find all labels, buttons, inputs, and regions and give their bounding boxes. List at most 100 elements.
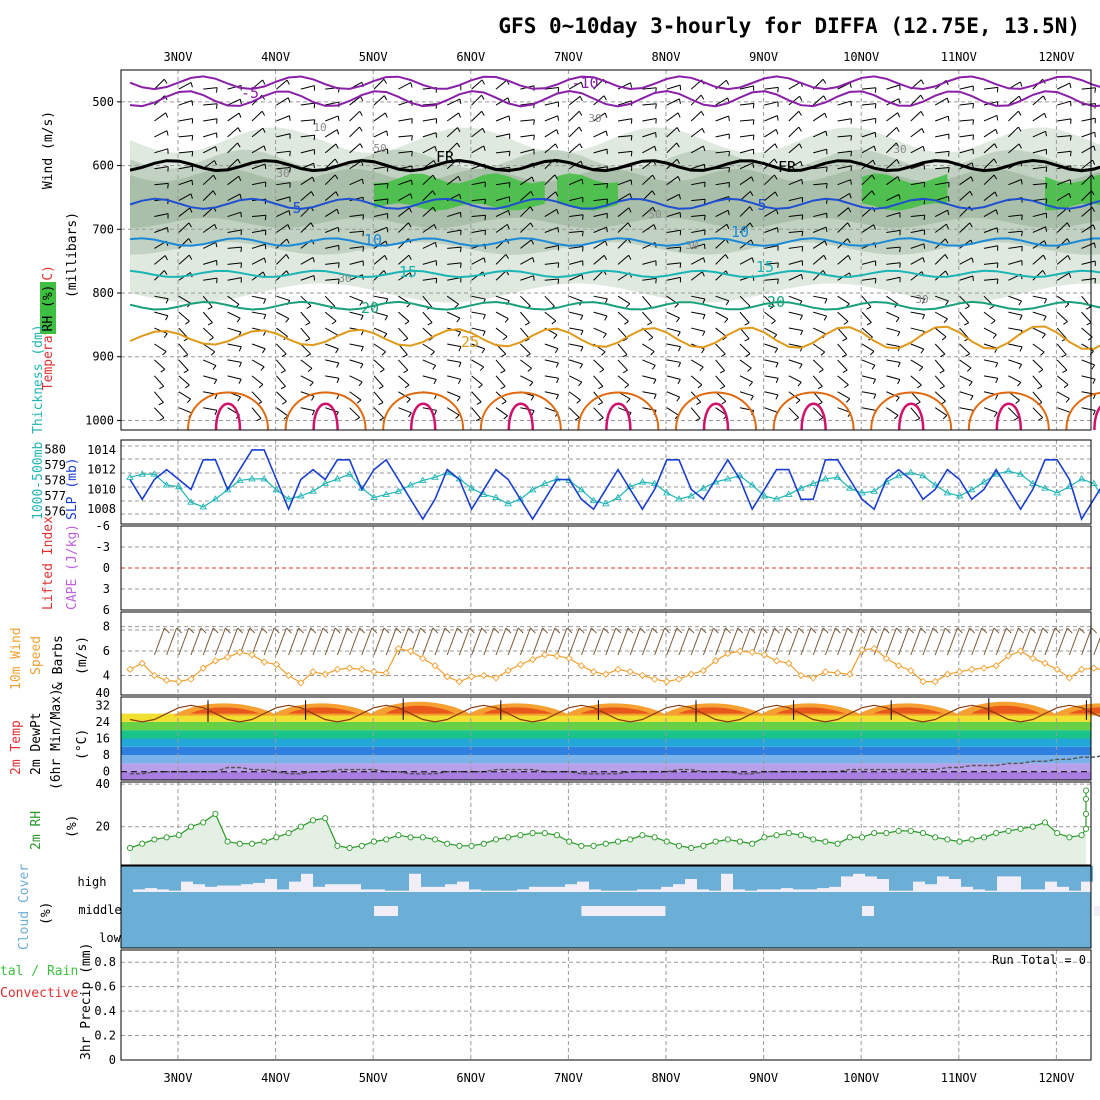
wind-barb (422, 241, 436, 249)
surface-barb (1068, 627, 1080, 656)
wind-barb-flag (355, 417, 360, 421)
ylabel-mb: (millibars) (65, 212, 80, 298)
wind-barb-flag (798, 110, 802, 116)
wind-barb (739, 206, 751, 217)
wind-barb-flag (624, 384, 630, 389)
surface-barb-flag (505, 627, 512, 634)
temp-hump-core (1068, 707, 1100, 714)
wind-barb (373, 295, 388, 300)
wind-barb-flag (406, 398, 411, 403)
wind-barb (544, 391, 559, 396)
wind-barb (349, 343, 364, 348)
isotherm (129, 269, 1100, 279)
wind-barb (886, 212, 900, 218)
rh-marker (700, 842, 707, 849)
wind-barb (617, 222, 629, 233)
wind-barb-flag (872, 379, 877, 384)
wind-barb-flag (524, 338, 530, 342)
surface-barb-flag (920, 627, 927, 634)
wind-barb-flag (190, 82, 193, 88)
wind-barb-flag (280, 370, 286, 374)
wind-barb-flag (606, 183, 609, 189)
wind-barb-flag (411, 135, 413, 141)
wind-barb (861, 343, 875, 352)
wind-barb (617, 295, 631, 305)
wind-barb (788, 230, 803, 233)
wind-barb (593, 148, 608, 154)
wind-barb-flag (501, 400, 507, 405)
wind-barb (739, 327, 750, 339)
contour-label: 10 (364, 231, 382, 249)
wind-barb-flag (1062, 369, 1068, 374)
wind-barb-flag (311, 395, 315, 401)
wind-barb-flag (406, 303, 411, 308)
rh-marker (151, 836, 158, 843)
surface-barb-flag (347, 627, 353, 634)
wind-speed-marker (809, 674, 817, 682)
wind-speed-marker (358, 665, 366, 674)
rh-marker (261, 838, 268, 845)
wind-barb-flag (719, 370, 725, 374)
wind-barb (471, 407, 481, 419)
wind-barb-flag (530, 395, 535, 401)
wind-barb (934, 254, 946, 265)
wind-barb (617, 359, 628, 371)
wind-barb (471, 295, 486, 300)
wind-barb-flag (677, 379, 681, 385)
wind-barb-flag (165, 112, 169, 118)
wind-barb (1081, 375, 1096, 380)
surface-barb-flag (1042, 627, 1049, 634)
wind-barb (1057, 179, 1071, 186)
wind-barb-flag (580, 315, 584, 321)
rh-marker (1082, 795, 1090, 803)
wind-barb (935, 181, 950, 186)
thickness-marker (528, 485, 537, 493)
wind-barb-flag (529, 206, 534, 212)
wind-barb-flag (215, 146, 218, 152)
wind-barb-flag (183, 354, 189, 358)
wind-barb-flag (946, 97, 950, 103)
wind-barb (569, 260, 583, 265)
cloud-high-bar (985, 866, 997, 891)
wind-barb-flag (554, 348, 559, 354)
wind-barb (666, 407, 679, 416)
wind-barb (276, 254, 287, 265)
wind-barb-flag (207, 322, 213, 326)
cloud-high-bar (385, 866, 397, 891)
wind-barb (690, 407, 701, 419)
wind-barb (227, 295, 240, 305)
cloud-high-bar (865, 866, 877, 877)
wind-barb-flag (556, 209, 559, 215)
isotherm (129, 237, 1100, 247)
wind-barb-flag (850, 151, 853, 157)
wind-barb (715, 166, 730, 170)
ylabel-minmax: (6hr Min/Max) (49, 688, 64, 790)
wind-barb (251, 145, 265, 154)
wind-barb (349, 143, 361, 154)
surface-barb (556, 627, 568, 656)
rh-marker (797, 832, 805, 839)
wind-tick: 4 (103, 668, 110, 682)
wind-barb (617, 238, 629, 249)
wind-barb-flag (166, 227, 169, 233)
cloud-high-bar (133, 866, 145, 890)
wind-barb-flag (166, 130, 169, 136)
wind-barb-flag (240, 247, 243, 253)
wind-barb (764, 278, 779, 281)
cloud-high-bar (745, 866, 757, 891)
wind-barb (178, 207, 191, 217)
wind-barb-flag (897, 112, 901, 118)
wind-speed-marker (724, 649, 732, 658)
surface-barb (678, 627, 690, 656)
wind-barb (861, 87, 876, 90)
isotherm-30 (187, 391, 269, 431)
thickness-marker (931, 481, 939, 488)
wind-barb (227, 211, 242, 218)
wind-barb-flag (899, 247, 901, 253)
contour-label: 30 (915, 293, 928, 306)
cloud-high-bar (901, 866, 913, 891)
wind-barb (227, 262, 242, 265)
wind-barb (886, 391, 900, 398)
wind-speed-marker (382, 669, 390, 677)
